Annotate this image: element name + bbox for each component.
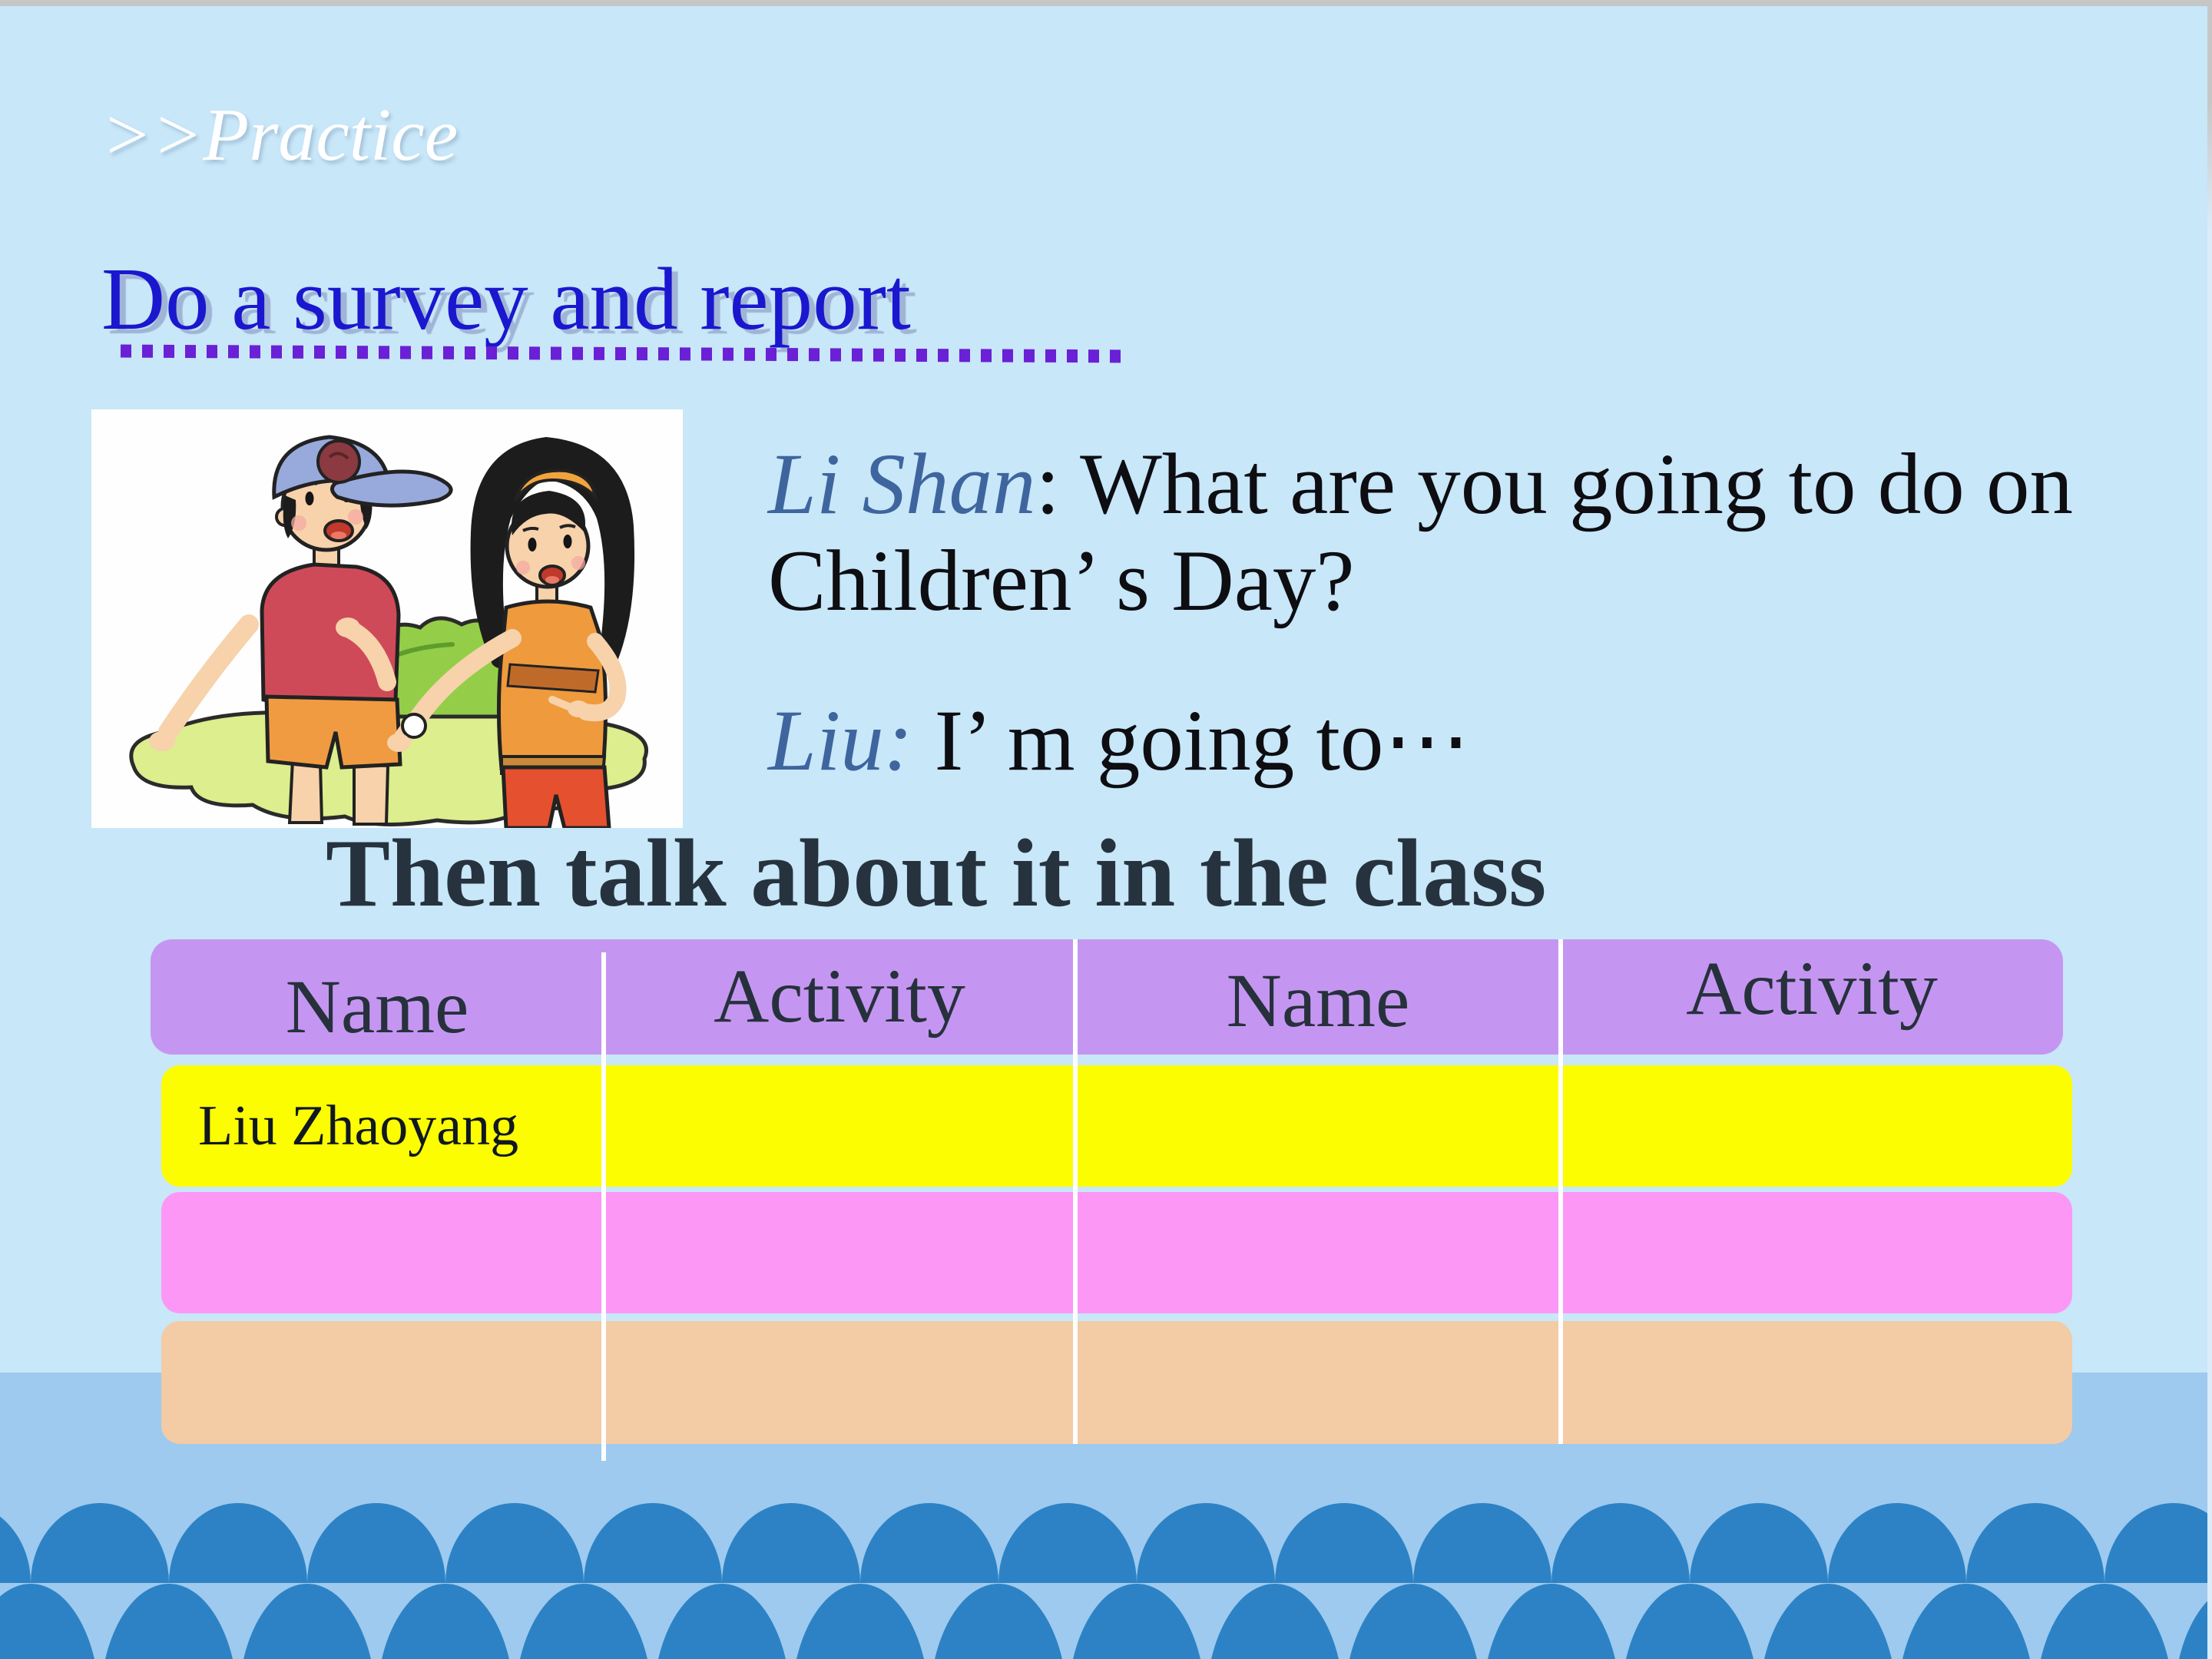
section-kicker: >>Practice (101, 94, 459, 177)
right-edge-bar (2207, 0, 2212, 1659)
dialog-colon: : (1035, 436, 1081, 532)
table-cell-activity (1561, 1192, 2035, 1313)
table-cell-name (1075, 1321, 1561, 1444)
table-cell-activity (604, 1065, 1075, 1187)
table-header-row: Name Activity Name Activity (151, 939, 2063, 1055)
girl (387, 437, 635, 830)
speaker-liu: Liu: (768, 693, 935, 789)
boy (149, 435, 453, 826)
dialog-answer-text: I’ m going to⋯ (934, 693, 1471, 789)
girl-headband (514, 469, 598, 502)
dialog-line-2: Children’ s Day? (768, 533, 1355, 629)
table-cell-activity (604, 1192, 1075, 1313)
table-cell-name (1075, 1065, 1561, 1187)
table-cell-name (161, 1192, 604, 1313)
children-picture (91, 409, 683, 830)
dialog-question-part-1: What are you going to do on (1080, 436, 2074, 532)
dialog-answer-line: Liu: I’ m going to⋯ (768, 693, 1470, 790)
table-row: Liu Zhaoyang (161, 1065, 2072, 1187)
table-cell-activity (1561, 1065, 2035, 1187)
table-cell-name (161, 1321, 604, 1444)
cap-logo (316, 439, 361, 484)
children-illustration (91, 409, 683, 830)
dialog-line-1: Li Shan: What are you going to do on (768, 436, 2181, 533)
girl-bangs (512, 491, 586, 535)
table-column-divider (1558, 939, 1563, 1444)
header-cell-activity-1: Activity (714, 952, 965, 1038)
table-cell-name: Liu Zhaoyang (198, 1094, 519, 1157)
slide-title: Do a survey and report (101, 250, 911, 348)
dialog-block: Li Shan: What are you going to do on Chi… (768, 436, 2181, 630)
top-edge-bar (0, 0, 2212, 6)
table-row (161, 1321, 2072, 1444)
table-row (161, 1192, 2072, 1313)
instruction-text: Then talk about it in the class (326, 820, 1547, 927)
speaker-li-shan: Li Shan (768, 436, 1036, 532)
title-dotted-underline (120, 344, 1132, 363)
header-cell-activity-2: Activity (1686, 945, 1938, 1031)
table-cell-name (1075, 1192, 1561, 1313)
cap-brim (330, 469, 453, 508)
table-column-divider (1073, 939, 1078, 1444)
header-cell-name-2: Name (1226, 957, 1410, 1043)
table-cell-activity (1561, 1321, 2035, 1444)
table-cell-activity (604, 1321, 1075, 1444)
table-column-divider (601, 952, 606, 1461)
header-cell-name-1: Name (285, 963, 469, 1049)
